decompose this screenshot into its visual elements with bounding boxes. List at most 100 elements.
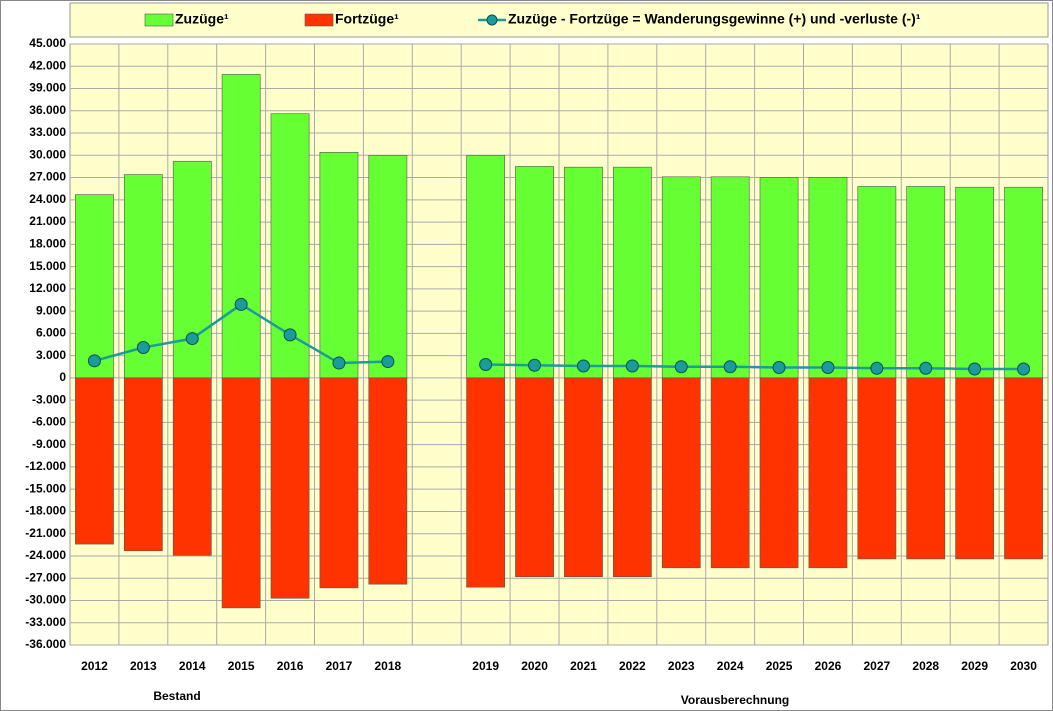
line-marker bbox=[87, 354, 101, 368]
y-tick-label: 42.000 bbox=[29, 58, 66, 72]
x-tick-label: 2024 bbox=[717, 659, 744, 673]
x-tick-label: 2014 bbox=[179, 659, 206, 673]
y-tick-label: 36.000 bbox=[29, 103, 66, 117]
bar bbox=[808, 377, 848, 569]
y-tick-label: 12.000 bbox=[29, 281, 66, 295]
bar bbox=[319, 152, 359, 379]
x-tick-label: 2019 bbox=[472, 659, 499, 673]
y-tick-label: 45.000 bbox=[29, 36, 66, 50]
bar bbox=[515, 166, 554, 379]
bar bbox=[368, 377, 408, 585]
bar bbox=[123, 377, 163, 552]
bar bbox=[661, 176, 701, 379]
bar bbox=[808, 177, 848, 379]
bar bbox=[710, 176, 750, 379]
y-tick-label: -9.000 bbox=[32, 437, 66, 451]
y-tick-label: 0 bbox=[59, 370, 66, 384]
legend-swatch bbox=[304, 13, 334, 27]
x-tick-label: 2025 bbox=[766, 659, 793, 673]
line-marker bbox=[919, 361, 933, 375]
bar bbox=[466, 154, 506, 379]
line-marker bbox=[381, 355, 395, 369]
x-tick-label: 2030 bbox=[1010, 659, 1037, 673]
y-tick-label: -18.000 bbox=[25, 504, 66, 518]
bar bbox=[612, 166, 652, 379]
bar bbox=[955, 377, 995, 560]
bar bbox=[906, 186, 946, 379]
x-tick-label: 2018 bbox=[374, 659, 401, 673]
y-tick-label: 39.000 bbox=[29, 81, 66, 95]
line-marker bbox=[821, 361, 835, 375]
bar bbox=[759, 377, 799, 569]
y-tick-label: -36.000 bbox=[25, 637, 66, 651]
legend-box bbox=[69, 2, 1049, 38]
line-marker bbox=[283, 328, 297, 342]
y-tick-label: -27.000 bbox=[25, 570, 66, 584]
bar bbox=[221, 74, 261, 379]
y-tick-label: 24.000 bbox=[29, 192, 66, 206]
bar bbox=[661, 377, 701, 569]
bar bbox=[612, 377, 652, 578]
bar bbox=[75, 194, 114, 379]
bar bbox=[1004, 186, 1043, 379]
y-tick-label: -12.000 bbox=[25, 459, 66, 473]
line-marker bbox=[674, 360, 688, 374]
x-tick-label: 2020 bbox=[521, 659, 548, 673]
y-tick-label: 6.000 bbox=[36, 326, 66, 340]
y-tick-label: -33.000 bbox=[25, 615, 66, 629]
line-marker bbox=[528, 358, 542, 372]
y-tick-label: 30.000 bbox=[29, 147, 66, 161]
x-tick-label: 2028 bbox=[912, 659, 939, 673]
bar bbox=[172, 377, 212, 556]
legend-label: Zuzüge¹ bbox=[175, 11, 229, 27]
line-marker bbox=[234, 297, 248, 311]
legend-marker bbox=[486, 14, 498, 26]
bar bbox=[319, 377, 359, 589]
bar bbox=[75, 377, 114, 545]
line-marker bbox=[625, 359, 639, 373]
legend-label: Zuzüge - Fortzüge = Wanderungsgewinne (+… bbox=[508, 11, 921, 27]
y-tick-label: 21.000 bbox=[29, 214, 66, 228]
x-tick-label: 2022 bbox=[619, 659, 646, 673]
line-marker bbox=[772, 361, 786, 375]
x-tick-label: 2012 bbox=[81, 659, 108, 673]
y-tick-label: 18.000 bbox=[29, 237, 66, 251]
y-tick-label: 33.000 bbox=[29, 125, 66, 139]
bar bbox=[1004, 377, 1043, 560]
legend-label: Fortzüge¹ bbox=[335, 11, 399, 27]
bar bbox=[564, 166, 603, 379]
x-tick-label: 2027 bbox=[863, 659, 890, 673]
x-tick-label: 2023 bbox=[668, 659, 695, 673]
y-tick-label: -21.000 bbox=[25, 526, 66, 540]
line-marker bbox=[723, 360, 737, 374]
bar bbox=[515, 377, 554, 578]
bar bbox=[955, 186, 995, 379]
y-tick-label: 9.000 bbox=[36, 303, 66, 317]
x-tick-label: 2029 bbox=[961, 659, 988, 673]
group-label: Bestand bbox=[153, 689, 200, 703]
line-marker bbox=[136, 340, 150, 354]
bar bbox=[710, 377, 750, 569]
bar bbox=[759, 177, 799, 379]
line-marker bbox=[1017, 362, 1031, 376]
x-tick-label: 2013 bbox=[130, 659, 157, 673]
line-marker bbox=[576, 359, 590, 373]
line-marker bbox=[870, 361, 884, 375]
bar bbox=[564, 377, 603, 578]
bar bbox=[270, 377, 310, 599]
bar bbox=[857, 377, 897, 560]
x-tick-label: 2021 bbox=[570, 659, 597, 673]
y-tick-label: -3.000 bbox=[32, 392, 66, 406]
y-tick-label: -6.000 bbox=[32, 415, 66, 429]
y-tick-label: -15.000 bbox=[25, 481, 66, 495]
x-tick-label: 2026 bbox=[815, 659, 842, 673]
line-marker bbox=[185, 332, 199, 346]
bar bbox=[368, 154, 408, 379]
y-tick-label: -24.000 bbox=[25, 548, 66, 562]
legend-swatch bbox=[144, 13, 174, 27]
line-marker bbox=[479, 358, 493, 372]
group-label: Vorausberechnung bbox=[681, 693, 789, 707]
y-tick-label: 27.000 bbox=[29, 170, 66, 184]
x-tick-label: 2017 bbox=[326, 659, 353, 673]
